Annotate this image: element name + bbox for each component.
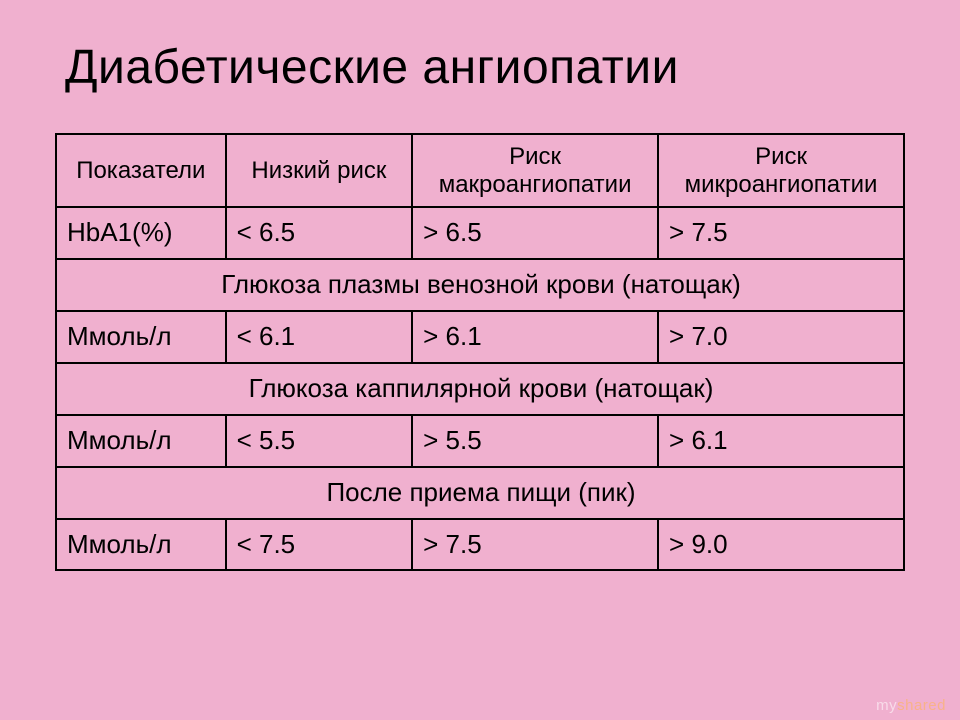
col-header: Низкий риск — [226, 134, 413, 207]
cell-micro: > 7.5 — [658, 207, 904, 259]
table-header-row: Показатели Низкий риск Риск макроангиопа… — [56, 134, 904, 207]
risk-table: Показатели Низкий риск Риск макроангиопа… — [55, 133, 905, 571]
cell-micro: > 9.0 — [658, 519, 904, 571]
table-row: HbA1(%) < 6.5 > 6.5 > 7.5 — [56, 207, 904, 259]
cell-param: Ммоль/л — [56, 415, 226, 467]
col-header: Риск микроангиопатии — [658, 134, 904, 207]
col-header: Показатели — [56, 134, 226, 207]
cell-low: < 6.5 — [226, 207, 413, 259]
table-section-row: После приема пищи (пик) — [56, 467, 904, 519]
cell-low: < 5.5 — [226, 415, 413, 467]
cell-macro: > 6.5 — [412, 207, 658, 259]
table-container: Показатели Низкий риск Риск макроангиопа… — [0, 95, 960, 571]
cell-low: < 7.5 — [226, 519, 413, 571]
page-title: Диабетические ангиопатии — [0, 0, 960, 95]
cell-low: < 6.1 — [226, 311, 413, 363]
cell-micro: > 6.1 — [658, 415, 904, 467]
slide: Диабетические ангиопатии Показатели Низк… — [0, 0, 960, 720]
table-row: Ммоль/л < 5.5 > 5.5 > 6.1 — [56, 415, 904, 467]
section-label: Глюкоза плазмы венозной крови (натощак) — [56, 259, 904, 311]
cell-macro: > 6.1 — [412, 311, 658, 363]
table-row: Ммоль/л < 7.5 > 7.5 > 9.0 — [56, 519, 904, 571]
cell-param: Ммоль/л — [56, 519, 226, 571]
cell-macro: > 5.5 — [412, 415, 658, 467]
watermark-right: shared — [897, 697, 946, 714]
col-header: Риск макроангиопатии — [412, 134, 658, 207]
cell-param: HbA1(%) — [56, 207, 226, 259]
watermark-left: my — [876, 697, 897, 714]
watermark: myshared — [876, 697, 946, 714]
cell-param: Ммоль/л — [56, 311, 226, 363]
section-label: После приема пищи (пик) — [56, 467, 904, 519]
cell-micro: > 7.0 — [658, 311, 904, 363]
table-section-row: Глюкоза каппилярной крови (натощак) — [56, 363, 904, 415]
section-label: Глюкоза каппилярной крови (натощак) — [56, 363, 904, 415]
cell-macro: > 7.5 — [412, 519, 658, 571]
table-section-row: Глюкоза плазмы венозной крови (натощак) — [56, 259, 904, 311]
table-row: Ммоль/л < 6.1 > 6.1 > 7.0 — [56, 311, 904, 363]
